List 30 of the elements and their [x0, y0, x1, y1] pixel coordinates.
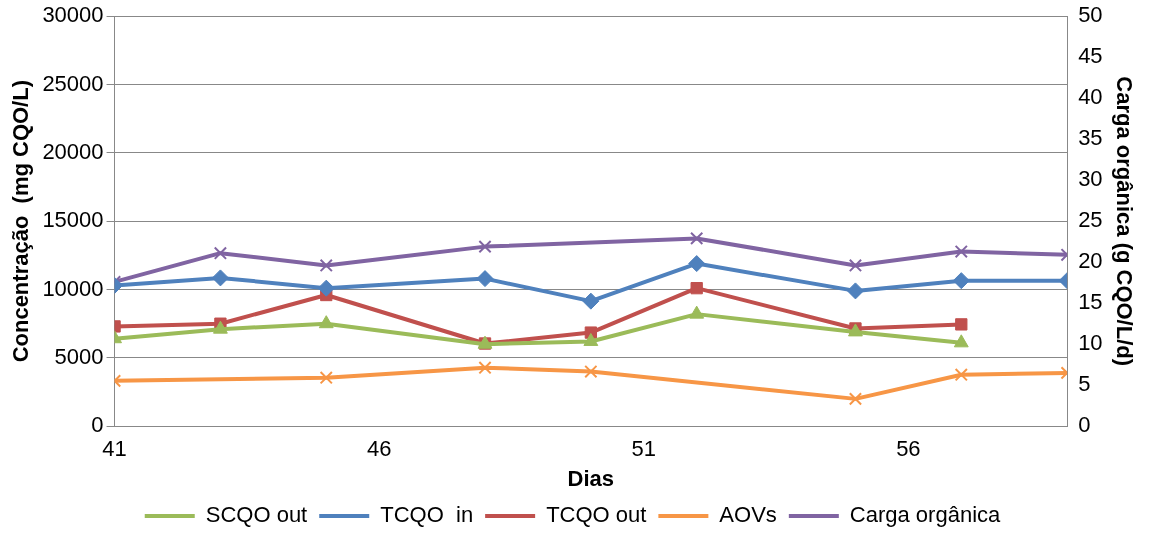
y2-tick-label: 10 [1078, 330, 1103, 356]
x-tick-label: 41 [102, 436, 127, 462]
y2-tick-label: 45 [1078, 43, 1103, 69]
y2-axis-title: Carga orgânica (g CQO/L/d) [1111, 76, 1137, 367]
x-tick-label: 46 [366, 436, 392, 462]
y2-tick-label: 50 [1078, 2, 1103, 28]
y-axis-title: Concentração (mg CQO/L) [8, 80, 34, 363]
y-tick-label: 20000 [42, 138, 104, 164]
y-tick-label: 10000 [42, 275, 104, 301]
y-tick-label: 5000 [54, 343, 104, 369]
y-tick-label: 25000 [42, 70, 104, 96]
y-tick-label: 0 [91, 412, 104, 438]
y2-tick-label: 5 [1078, 371, 1091, 397]
legend-label: TCQO out [546, 502, 647, 528]
y2-tick-label: 0 [1078, 412, 1091, 438]
y2-tick-label: 20 [1078, 248, 1103, 274]
y2-tick-label: 40 [1078, 84, 1103, 110]
legend-label: Carga orgânica [849, 502, 1002, 528]
x-tick-label: 51 [631, 436, 657, 462]
y-tick-label: 30000 [42, 2, 104, 28]
y2-tick-label: 35 [1078, 125, 1103, 151]
legend-label: TCQO in [380, 502, 474, 528]
legend-label: AOVs [719, 502, 777, 528]
y-tick-label: 15000 [42, 207, 104, 233]
y2-tick-label: 25 [1078, 207, 1103, 233]
legend-label: SCQO out [205, 502, 308, 528]
x-axis-title: Dias [567, 465, 615, 491]
y2-tick-label: 30 [1078, 166, 1103, 192]
x-tick-label: 56 [896, 436, 921, 462]
y2-tick-label: 15 [1078, 289, 1103, 315]
